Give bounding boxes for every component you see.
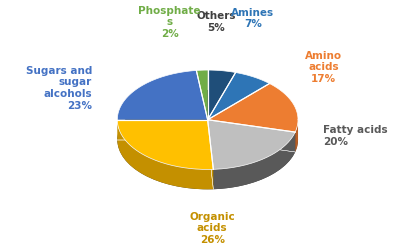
Text: Phosphate
s
2%: Phosphate s 2% [139,6,201,39]
Polygon shape [208,84,298,132]
Text: Fatty acids
20%: Fatty acids 20% [323,125,388,147]
Polygon shape [208,120,295,169]
Text: Others
5%: Others 5% [196,11,236,33]
Ellipse shape [117,90,298,189]
Polygon shape [295,120,298,152]
Polygon shape [117,120,213,189]
Polygon shape [208,72,269,120]
Polygon shape [117,120,213,170]
Polygon shape [196,70,208,120]
Polygon shape [208,70,236,120]
Polygon shape [117,70,208,120]
Text: Organic
acids
26%: Organic acids 26% [189,212,235,245]
Text: Sugars and
sugar
alcohols
23%: Sugars and sugar alcohols 23% [26,66,92,110]
Polygon shape [213,132,295,189]
Text: Amino
acids
17%: Amino acids 17% [305,51,342,84]
Text: Amines
7%: Amines 7% [231,8,274,29]
